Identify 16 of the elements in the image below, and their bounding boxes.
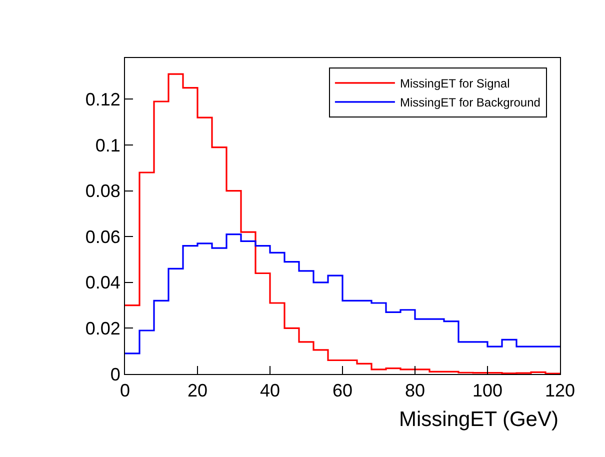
legend-label: MissingET for Background: [400, 96, 540, 110]
y-tick-label: 0.12: [85, 90, 120, 110]
y-tick-label: 0.1: [95, 135, 120, 156]
x-tick-label: 80: [404, 380, 426, 401]
x-tick-label: 20: [187, 380, 208, 401]
y-tick-label: 0.06: [85, 226, 120, 247]
x-tick-label: 100: [472, 380, 503, 401]
x-tick-label: 40: [260, 380, 280, 401]
x-tick-label: 120: [544, 380, 576, 401]
x-axis-title: MissingET (GeV): [399, 408, 558, 431]
x-tick-label: 60: [332, 380, 353, 401]
y-tick-label: 0: [110, 364, 120, 384]
legend-label: MissingET for Signal: [400, 76, 510, 91]
y-tick-label: 0.08: [85, 181, 120, 202]
y-tick-label: 0.04: [85, 272, 120, 293]
y-tick-label: 0.02: [85, 318, 120, 338]
